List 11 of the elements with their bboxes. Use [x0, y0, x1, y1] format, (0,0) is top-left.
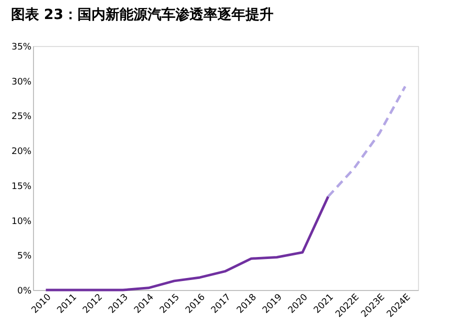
chart-title: 图表 23：国内新能源汽车渗透率逐年提升: [10, 6, 274, 23]
y-tick-label: 5%: [17, 252, 32, 262]
y-tick-label: 10%: [11, 216, 32, 227]
line-series: [326, 85, 406, 198]
y-tick-label: 35%: [11, 42, 32, 52]
y-tick-label: 25%: [11, 112, 32, 122]
y-tick-label: 15%: [11, 182, 32, 192]
y-tick-label: 20%: [11, 147, 32, 158]
line-series: [44, 195, 330, 292]
y-tick-label: 30%: [11, 77, 32, 88]
y-tick-label: 0%: [17, 286, 32, 296]
